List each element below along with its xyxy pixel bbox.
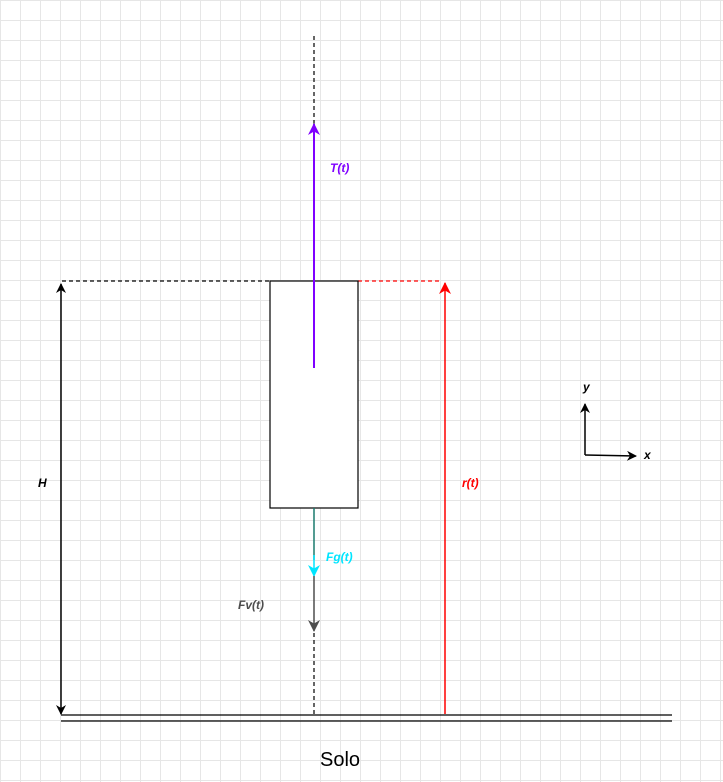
axis-x-arrow (584, 450, 637, 461)
ground-label: Solo (320, 749, 360, 771)
position-label: r(t) (462, 476, 479, 490)
axis-x-label: x (643, 448, 652, 462)
axis-y-label: y (582, 380, 591, 394)
height-label: H (38, 476, 47, 490)
drag-force-label: Fv(t) (238, 598, 264, 612)
gravity-force-label: Fg(t) (326, 550, 353, 564)
thrust-label: T(t) (330, 161, 349, 175)
